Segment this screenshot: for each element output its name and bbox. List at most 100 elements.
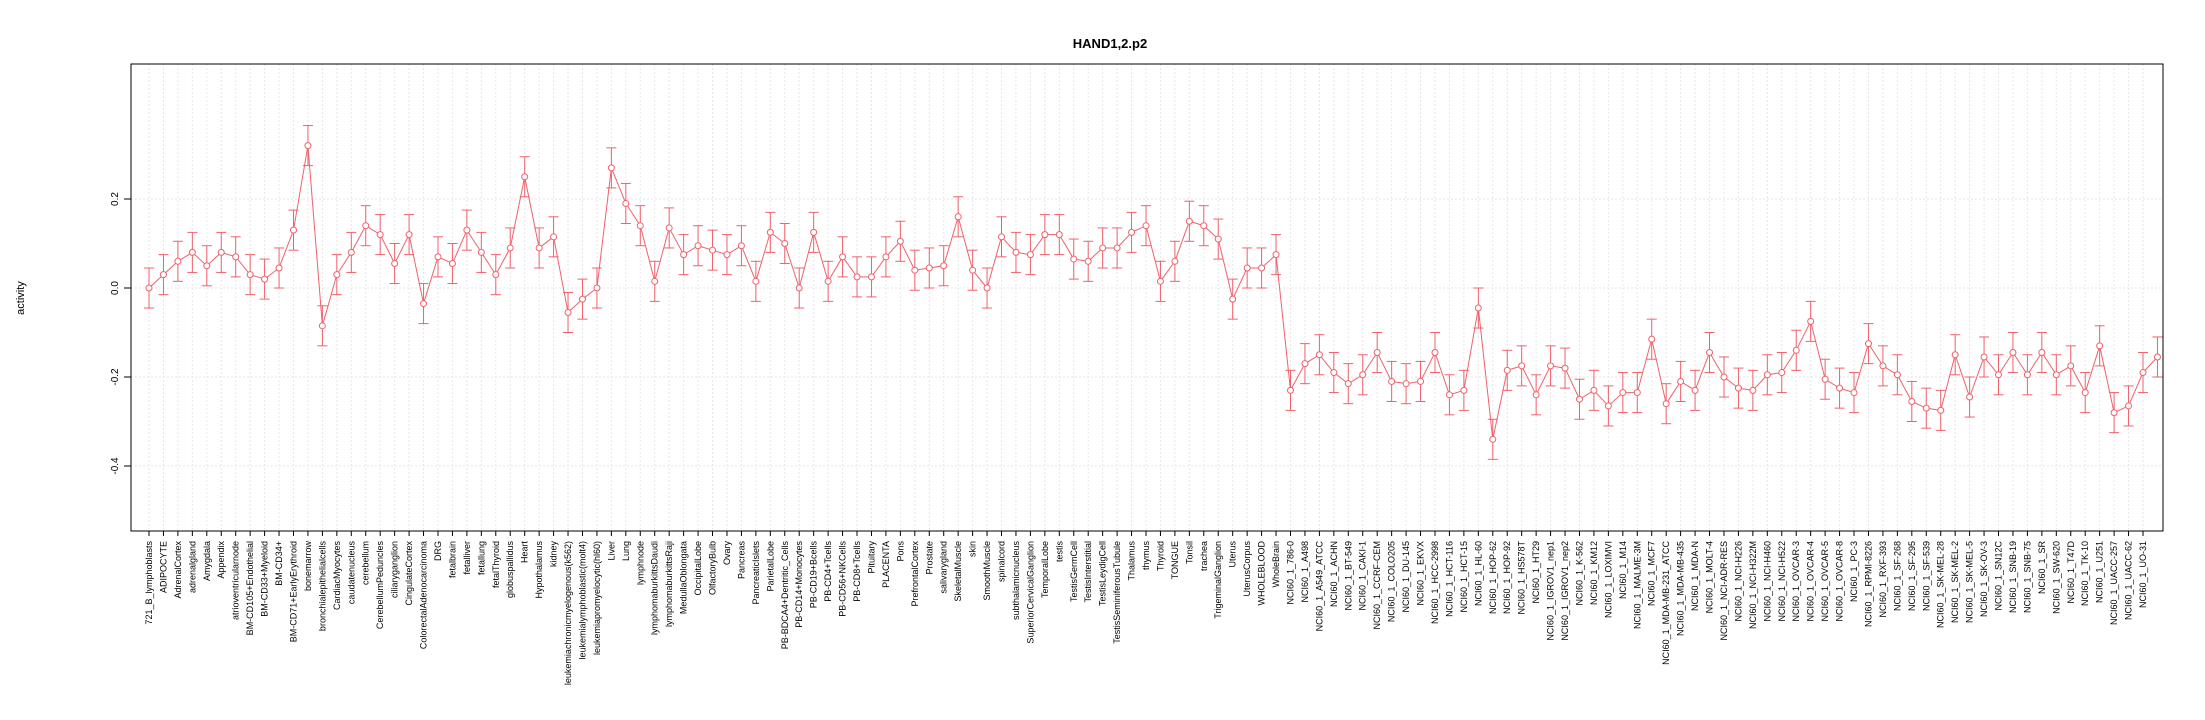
x-tick-label: BM-CD105+Endothelial <box>245 541 255 635</box>
x-tick-label: leukemiapromyelocytic(hl60) <box>592 541 602 655</box>
data-point <box>824 277 832 285</box>
data-point <box>1142 222 1150 230</box>
x-tick-label: Uterus <box>1228 541 1238 568</box>
x-tick-label: Pancreas <box>736 541 746 580</box>
x-tick-label: SuperiorCervicalGanglion <box>1025 541 1035 644</box>
data-point <box>2125 402 2133 410</box>
x-tick-label: CingulateCortex <box>404 541 414 606</box>
data-point <box>1084 257 1092 265</box>
data-point <box>680 251 688 259</box>
x-tick-label: NCI60_1_SK-MEL-5 <box>1965 541 1975 623</box>
x-tick-label: WholeBrain <box>1271 541 1281 588</box>
x-tick-label: adrenalgland <box>187 541 197 593</box>
data-point <box>1402 380 1410 388</box>
data-point <box>2081 389 2089 397</box>
x-tick-label: NCI60_1_SF-295 <box>1907 541 1917 611</box>
data-point <box>2096 342 2104 350</box>
x-tick-label: fetalThyroid <box>491 541 501 588</box>
data-point <box>1156 277 1164 285</box>
x-tick-label: SkeletalMuscle <box>953 541 963 602</box>
data-point <box>1460 386 1468 394</box>
data-point <box>405 231 413 239</box>
data-point <box>362 222 370 230</box>
x-tick-label: NCI60_1_IGROV1_nep1 <box>1546 541 1556 641</box>
y-axis: -0.4 -0.2 0.0 0.2 <box>110 192 132 475</box>
x-tick-label: 721_B_lymphoblasts <box>144 541 154 625</box>
data-point <box>246 271 254 279</box>
data-point <box>2023 371 2031 379</box>
data-point <box>752 277 760 285</box>
x-tick-label: NCI60_1_U251 <box>2095 541 2105 603</box>
data-point <box>1648 335 1656 343</box>
x-tick-label: salivarygland <box>939 541 949 594</box>
data-point <box>694 242 702 250</box>
x-tick-label: NCI60_1_KM12 <box>1589 541 1599 605</box>
data-point <box>188 248 196 256</box>
x-tick-label: NCI60_1_IGROV1_nep2 <box>1560 541 1570 641</box>
x-tick-label: BM-CD33+Myeloid <box>260 541 270 617</box>
data-point <box>1879 362 1887 370</box>
x-tick-label: PancreaticIslets <box>751 541 761 605</box>
data-point <box>275 264 283 272</box>
data-point <box>535 244 543 252</box>
x-tick-label: kidney <box>549 541 559 568</box>
data-point <box>911 266 919 274</box>
data-point <box>1417 377 1425 385</box>
x-tick-label: OlfactoryBulb <box>708 541 718 595</box>
x-tick-label: OccipitalLobe <box>693 541 703 596</box>
x-tick-label: NCI60_1_LOXIMVI <box>1603 541 1613 618</box>
x-tick-label: CardiacMyocytes <box>332 541 342 611</box>
data-point <box>289 226 297 234</box>
x-tick-label: PB-CD8+Tcells <box>852 541 862 602</box>
grid-lines <box>131 64 2163 531</box>
data-point <box>1388 377 1396 385</box>
data-point <box>1677 377 1685 385</box>
data-point <box>1575 395 1583 403</box>
data-point <box>1792 346 1800 354</box>
x-tick-label: NCI60_1_UACC-62 <box>2124 541 2134 620</box>
x-tick-label: NCI60_1_SK-MEL-2 <box>1950 541 1960 623</box>
x-tick-label: ParietalLobe <box>765 541 775 592</box>
x-tick-label: NCI60_1_OVCAR-3 <box>1791 541 1801 622</box>
x-tick-label: Tonsil <box>1184 541 1194 564</box>
x-tick-label: PB-CD19+Bcells <box>809 541 819 609</box>
data-point <box>737 242 745 250</box>
data-point <box>925 264 933 272</box>
data-point <box>318 322 326 330</box>
error-bars <box>144 125 2163 460</box>
data-point <box>1301 360 1309 368</box>
x-tick-label: NCI60_1_PC-3 <box>1849 541 1859 602</box>
data-point <box>2052 371 2060 379</box>
x-tick-label: PLACENTA <box>881 541 891 588</box>
x-tick-label: testis <box>1054 541 1064 563</box>
data-point <box>810 228 818 236</box>
x-tick-label: NCI60_1_HCT-116 <box>1444 541 1454 617</box>
data-point <box>506 244 514 252</box>
data-point <box>1922 404 1930 412</box>
x-tick-label: lymphnode <box>635 541 645 585</box>
y-tick-label: -0.4 <box>110 457 121 475</box>
data-point <box>1995 371 2003 379</box>
y-tick-label: 0.0 <box>110 281 121 295</box>
x-tick-label: Lung <box>621 541 631 561</box>
x-tick-label: NCI60_1_TK-10 <box>2080 541 2090 606</box>
x-tick-label: NCI60_1_K-562 <box>1574 541 1584 606</box>
x-tick-label: Prostate <box>924 541 934 575</box>
data-point <box>1807 317 1815 325</box>
x-tick-label: TONGUE <box>1170 541 1180 579</box>
x-axis-labels: 721_B_lymphoblasts ADIPOCYTE AdrenalCortex… <box>144 531 2148 685</box>
data-point <box>2009 349 2017 357</box>
x-tick-label: NCI60_1_BT-549 <box>1343 541 1353 611</box>
x-tick-label: lymphomaburkittsDaudi <box>650 541 660 635</box>
x-tick-label: fetalbrain <box>447 541 457 578</box>
data-point <box>1706 349 1714 357</box>
x-tick-label: NCI60_1_OVCAR-4 <box>1806 541 1816 622</box>
data-point <box>159 271 167 279</box>
x-tick-label: NCI60_1_RXF-393 <box>1878 541 1888 618</box>
data-point <box>1691 386 1699 394</box>
x-tick-label: NCI60_1_SF-268 <box>1892 541 1902 611</box>
x-tick-label: NCI60_1_SNB-75 <box>2022 541 2032 613</box>
x-tick-label: Pituitary <box>866 541 876 574</box>
data-point <box>217 248 225 256</box>
